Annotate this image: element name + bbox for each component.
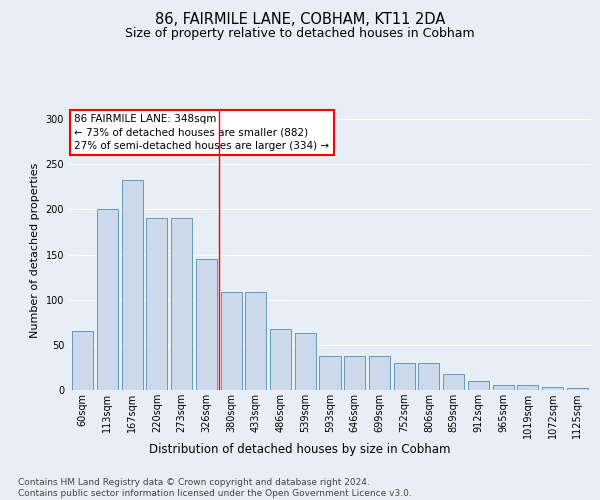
Bar bbox=[567, 388, 588, 390]
Bar bbox=[443, 374, 464, 390]
Text: 86 FAIRMILE LANE: 348sqm
← 73% of detached houses are smaller (882)
27% of semi-: 86 FAIRMILE LANE: 348sqm ← 73% of detach… bbox=[74, 114, 329, 150]
Bar bbox=[468, 381, 489, 390]
Text: 86, FAIRMILE LANE, COBHAM, KT11 2DA: 86, FAIRMILE LANE, COBHAM, KT11 2DA bbox=[155, 12, 445, 28]
Text: Distribution of detached houses by size in Cobham: Distribution of detached houses by size … bbox=[149, 442, 451, 456]
Bar bbox=[295, 333, 316, 390]
Bar bbox=[122, 180, 143, 390]
Bar bbox=[245, 292, 266, 390]
Bar bbox=[493, 386, 514, 390]
Bar bbox=[418, 363, 439, 390]
Bar bbox=[344, 356, 365, 390]
Y-axis label: Number of detached properties: Number of detached properties bbox=[30, 162, 40, 338]
Bar bbox=[72, 332, 93, 390]
Bar bbox=[146, 218, 167, 390]
Text: Size of property relative to detached houses in Cobham: Size of property relative to detached ho… bbox=[125, 28, 475, 40]
Bar bbox=[97, 210, 118, 390]
Bar bbox=[517, 386, 538, 390]
Text: Contains HM Land Registry data © Crown copyright and database right 2024.
Contai: Contains HM Land Registry data © Crown c… bbox=[18, 478, 412, 498]
Bar bbox=[196, 259, 217, 390]
Bar bbox=[394, 363, 415, 390]
Bar bbox=[319, 356, 341, 390]
Bar bbox=[542, 388, 563, 390]
Bar bbox=[171, 218, 192, 390]
Bar bbox=[270, 328, 291, 390]
Bar bbox=[369, 356, 390, 390]
Bar bbox=[221, 292, 242, 390]
